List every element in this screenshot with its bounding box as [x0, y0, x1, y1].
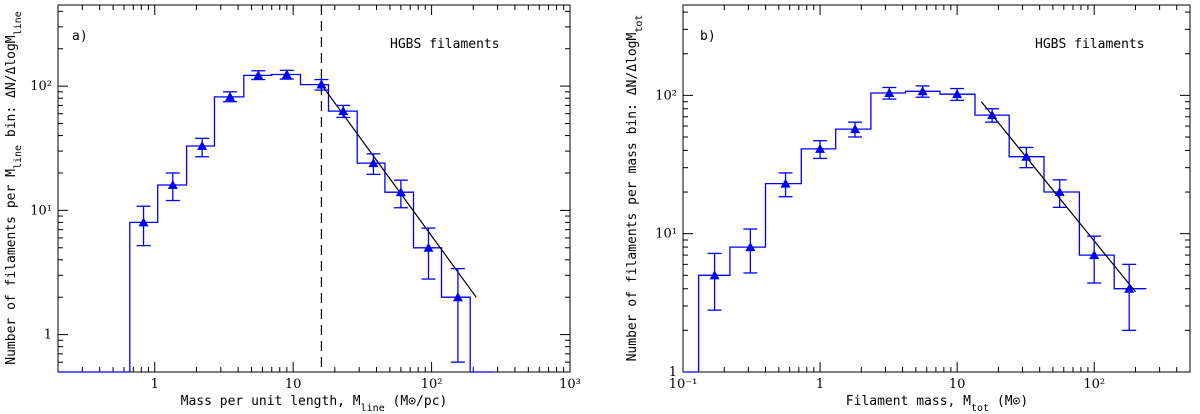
x-axis-title-sub: tot — [971, 403, 989, 414]
y-tick-label: 10² — [30, 79, 52, 94]
x-axis-title-sub: line — [361, 403, 385, 414]
panel-a: a) HGBS filaments Mass per unit length, … — [4, 4, 581, 414]
data-point-triangle — [1124, 283, 1135, 293]
data-point-triangle — [368, 158, 379, 168]
x-tick-label: 10⁻¹ — [669, 377, 698, 392]
data-point-triangle — [1054, 187, 1065, 197]
panel-label: b) — [700, 29, 716, 44]
data-point-triangle — [452, 292, 463, 302]
y-tick-label: 10¹ — [30, 203, 52, 218]
x-tick-label: 10² — [1083, 377, 1105, 392]
plot-frame — [57, 4, 571, 373]
data-point-triangle — [1089, 250, 1100, 260]
panel-b: b) HGBS filaments Filament mass, Mtot (M… — [625, 4, 1191, 414]
x-tick-label: 1 — [151, 377, 159, 392]
data-point-triangle — [316, 79, 327, 89]
x-axis-title-tail: (M⊙/pc) — [385, 394, 448, 409]
y-axis-title-mid: bin: ΔN/ΔlogM — [4, 35, 19, 145]
data-point-triangle — [138, 217, 149, 227]
data-point-triangle — [987, 110, 998, 120]
data-point-triangle — [709, 270, 720, 280]
y-axis-title-main: Number of filaments per M — [4, 169, 19, 365]
y-axis-title-sub: tot — [634, 15, 645, 33]
x-axis-title-main: Mass per unit length, M — [181, 394, 361, 409]
data-point-triangle — [167, 180, 178, 190]
plot-frame — [682, 4, 1191, 373]
x-tick-label: 10 — [285, 377, 302, 392]
x-tick-label: 10² — [421, 377, 443, 392]
y-axis-title: Number of filaments per Mline bin: ΔN/Δl… — [4, 11, 24, 364]
data-point-triangle — [253, 70, 264, 80]
chart-marks: 1 10 10² 10³ 1 10¹ 10² — [30, 5, 581, 392]
data-point-triangle — [338, 106, 349, 116]
data-point-triangle — [423, 242, 434, 252]
y-tick-label: 1 — [44, 328, 52, 343]
data-point-triangle — [745, 242, 756, 252]
panel-label: a) — [72, 29, 88, 44]
x-axis-title-tail: (M⊙) — [989, 394, 1028, 409]
data-point-triangle — [281, 69, 292, 79]
histogram-steps — [683, 90, 1147, 373]
y-axis-title: Number of filaments per mass bin: ΔN/Δlo… — [625, 15, 645, 362]
y-axis-title-sub2: line — [13, 11, 24, 35]
data-point-triangle — [225, 91, 236, 101]
data-point-triangle — [815, 143, 826, 153]
x-axis-title-main: Filament mass, M — [846, 394, 971, 409]
annotation: HGBS filaments — [1035, 37, 1145, 52]
data-point-triangle — [952, 89, 963, 99]
x-axis-title: Filament mass, Mtot (M⊙) — [846, 394, 1028, 414]
y-axis-title-sub: line — [13, 145, 24, 169]
y-tick-label: 10¹ — [655, 227, 677, 242]
y-tick-label: 1 — [669, 365, 677, 380]
data-point-triangle — [884, 87, 895, 97]
data-point-triangle — [395, 187, 406, 197]
data-point-triangle — [1021, 151, 1032, 161]
x-axis-title: Mass per unit length, Mline (M⊙/pc) — [181, 394, 448, 414]
powerlaw-fit-line — [320, 84, 477, 298]
data-point-triangle — [197, 140, 208, 150]
data-point-triangle — [780, 178, 791, 188]
y-axis-title-main: Number of filaments per mass bin: ΔN/Δlo… — [625, 33, 640, 362]
y-tick-label: 10² — [655, 88, 677, 103]
data-point-triangle — [850, 124, 861, 134]
annotation: HGBS filaments — [390, 37, 500, 52]
x-tick-label: 1 — [816, 377, 824, 392]
powerlaw-fit-line — [980, 101, 1136, 293]
histogram-steps — [58, 73, 494, 373]
x-tick-label: 10 — [949, 377, 966, 392]
data-point-triangle — [917, 86, 928, 96]
x-tick-label: 10³ — [559, 377, 581, 392]
